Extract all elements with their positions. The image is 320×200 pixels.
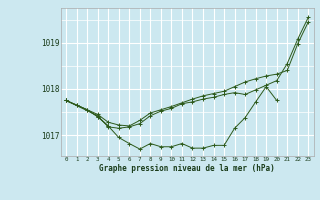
X-axis label: Graphe pression niveau de la mer (hPa): Graphe pression niveau de la mer (hPa) <box>99 164 275 173</box>
